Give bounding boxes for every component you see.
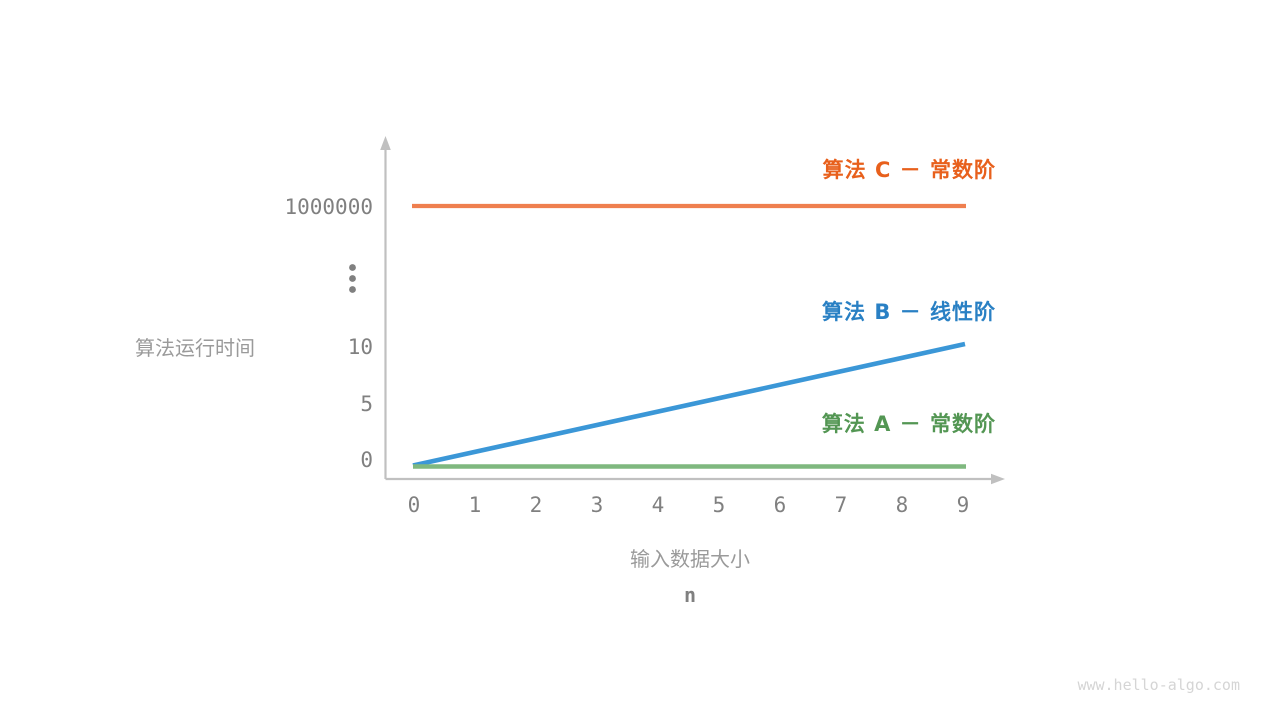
y-axis: [380, 136, 391, 479]
x-tick-label-6: 6: [774, 493, 787, 517]
y-axis-arrow-icon: [380, 136, 391, 150]
watermark: www.hello-algo.com: [1077, 676, 1240, 694]
legend-label-algorithm-c: 算法 C － 常数阶: [823, 158, 996, 182]
legend-label-algorithm-a: 算法 A － 常数阶: [822, 412, 996, 436]
x-tick-label-0: 0: [408, 493, 421, 517]
x-tick-label-2: 2: [530, 493, 543, 517]
x-axis-arrow-icon: [991, 473, 1005, 485]
x-tick-label-3: 3: [591, 493, 604, 517]
y-tick-label-5: 5: [360, 392, 373, 416]
x-axis-title-variable: n: [684, 583, 696, 607]
x-tick-label-5: 5: [713, 493, 726, 517]
legend-label-algorithm-b: 算法 B － 线性阶: [822, 300, 996, 324]
ellipsis-dot-top: [349, 264, 356, 271]
x-tick-label-9: 9: [957, 493, 970, 517]
ellipsis-dot-bottom: [349, 286, 356, 293]
x-axis: [385, 473, 1005, 485]
x-tick-label-8: 8: [896, 493, 909, 517]
x-tick-label-1: 1: [469, 493, 482, 517]
x-axis-title: 输入数据大小: [630, 547, 750, 571]
series-line-algorithm-b: [412, 341, 966, 468]
x-tick-label-4: 4: [652, 493, 665, 517]
y-tick-labels: 1000000 10 5 0: [284, 195, 373, 472]
legend-inline: 算法 C － 常数阶 算法 B － 线性阶 算法 A － 常数阶: [822, 158, 996, 436]
y-axis-title: 算法运行时间: [135, 336, 255, 360]
y-tick-label-10: 10: [348, 335, 373, 359]
y-tick-label-0: 0: [360, 448, 373, 472]
y-axis-ellipsis-icon: [349, 264, 356, 293]
y-tick-label-1000000: 1000000: [284, 195, 373, 219]
series-group: [412, 203, 966, 469]
x-tick-label-7: 7: [835, 493, 848, 517]
x-tick-labels: 0 1 2 3 4 5 6 7 8 9: [408, 493, 970, 517]
ellipsis-dot-middle: [349, 275, 356, 282]
